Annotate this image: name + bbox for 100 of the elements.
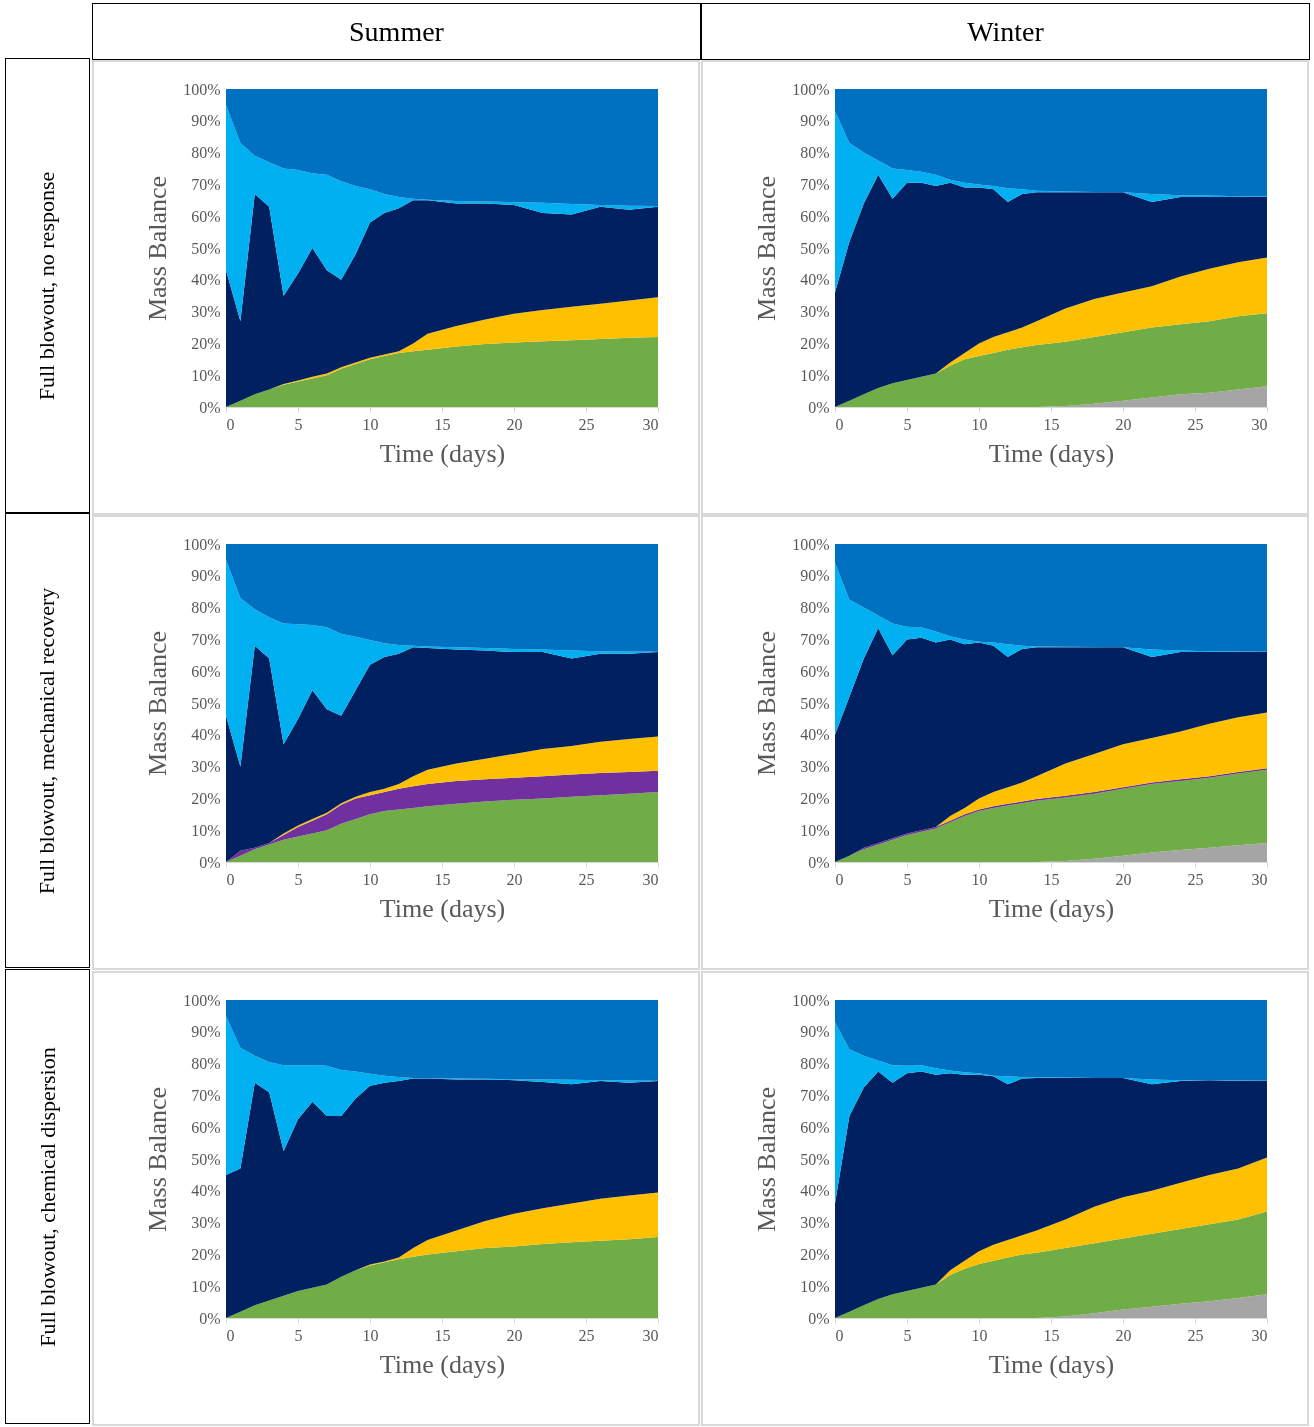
y-tick-label: 50% <box>800 1150 830 1168</box>
y-tick-label: 70% <box>191 175 221 193</box>
x-tick-label: 20 <box>1115 870 1132 888</box>
x-tick-label: 25 <box>1187 415 1204 433</box>
y-tick-label: 80% <box>191 144 221 162</box>
x-tick-label: 5 <box>903 870 912 888</box>
x-axis-title: Time (days) <box>379 893 506 923</box>
y-tick-label: 40% <box>800 726 830 744</box>
x-tick-label: 30 <box>1251 870 1268 888</box>
y-tick-label: 100% <box>183 80 221 98</box>
chart-title: Summer <box>92 3 701 60</box>
x-tick-label: 15 <box>1043 415 1060 433</box>
y-tick-label: 30% <box>800 758 830 776</box>
y-tick-label: 40% <box>800 1182 830 1200</box>
x-tick-label: 10 <box>362 870 379 888</box>
y-tick-label: 30% <box>191 758 221 776</box>
y-axis-title: Mass Balance <box>752 1086 782 1233</box>
y-tick-label: 70% <box>191 1086 221 1104</box>
y-tick-label: 90% <box>800 567 830 585</box>
x-tick-label: 20 <box>506 415 523 433</box>
x-tick-label: 0 <box>226 870 235 888</box>
y-tick-label: 10% <box>800 366 830 384</box>
y-tick-label: 50% <box>191 1150 221 1168</box>
y-tick-label: 90% <box>191 567 221 585</box>
y-tick-label: 70% <box>800 1086 830 1104</box>
y-tick-label: 90% <box>800 112 830 130</box>
y-tick-label: 100% <box>792 991 830 1009</box>
x-axis-title: Time (days) <box>379 1349 506 1379</box>
x-axis-title: Time (days) <box>988 438 1115 468</box>
y-tick-label: 90% <box>800 1023 830 1041</box>
x-tick-label: 15 <box>434 870 451 888</box>
y-tick-label: 0% <box>808 853 830 871</box>
x-tick-label: 10 <box>362 415 379 433</box>
chart-title: Winter <box>701 3 1310 60</box>
y-tick-label: 40% <box>191 726 221 744</box>
y-tick-label: 100% <box>792 80 830 98</box>
y-axis-title: Mass Balance <box>752 630 782 777</box>
y-tick-label: 100% <box>183 991 221 1009</box>
x-tick-label: 0 <box>226 415 235 433</box>
y-tick-label: 50% <box>191 694 221 712</box>
x-axis-title: Time (days) <box>988 1349 1115 1379</box>
x-tick-label: 5 <box>294 1326 303 1344</box>
y-tick-label: 0% <box>808 398 830 416</box>
x-tick-label: 25 <box>578 1326 595 1344</box>
x-tick-label: 20 <box>506 870 523 888</box>
x-tick-label: 30 <box>1251 415 1268 433</box>
y-tick-label: 80% <box>191 599 221 617</box>
text: Full blowout, no response <box>34 171 61 400</box>
y-tick-label: 30% <box>191 1214 221 1232</box>
y-tick-label: 10% <box>191 366 221 384</box>
y-tick-label: 10% <box>800 821 830 839</box>
y-tick-label: 80% <box>800 599 830 617</box>
x-tick-label: 30 <box>1251 1326 1268 1344</box>
x-tick-label: 5 <box>294 870 303 888</box>
y-tick-label: 0% <box>808 1309 830 1327</box>
y-axis-title: Mass Balance <box>143 630 173 777</box>
x-tick-label: 0 <box>835 415 844 433</box>
y-axis-title: Mass Balance <box>143 1086 173 1233</box>
x-tick-label: 10 <box>362 1326 379 1344</box>
y-tick-label: 0% <box>199 853 221 871</box>
y-tick-label: 80% <box>191 1055 221 1073</box>
y-tick-label: 60% <box>191 662 221 680</box>
x-tick-label: 25 <box>1187 1326 1204 1344</box>
x-tick-label: 0 <box>835 1326 844 1344</box>
y-tick-label: 70% <box>800 630 830 648</box>
y-tick-label: 30% <box>800 303 830 321</box>
y-tick-label: 30% <box>800 1214 830 1232</box>
x-tick-label: 15 <box>434 415 451 433</box>
y-tick-label: 40% <box>800 271 830 289</box>
y-tick-label: 100% <box>792 535 830 553</box>
x-tick-label: 10 <box>971 870 988 888</box>
y-tick-label: 20% <box>800 789 830 807</box>
text: Full blowout, mechanical recovery <box>34 587 61 894</box>
y-tick-label: 70% <box>800 175 830 193</box>
text: Full blowout, chemical dispersion <box>34 1046 61 1347</box>
x-tick-label: 10 <box>971 415 988 433</box>
y-tick-label: 60% <box>800 1118 830 1136</box>
y-tick-label: 20% <box>191 334 221 352</box>
x-axis-title: Time (days) <box>379 438 506 468</box>
x-tick-label: 0 <box>835 870 844 888</box>
y-tick-label: 50% <box>800 239 830 257</box>
y-tick-label: 10% <box>191 821 221 839</box>
y-tick-label: 20% <box>800 334 830 352</box>
x-tick-label: 30 <box>642 870 659 888</box>
y-tick-label: 20% <box>191 1245 221 1263</box>
x-tick-label: 15 <box>434 1326 451 1344</box>
x-tick-label: 5 <box>903 415 912 433</box>
x-tick-label: 20 <box>506 1326 523 1344</box>
x-tick-label: 10 <box>971 1326 988 1344</box>
y-tick-label: 60% <box>800 662 830 680</box>
y-tick-label: 80% <box>800 1055 830 1073</box>
y-tick-label: 60% <box>191 207 221 225</box>
x-tick-label: 30 <box>642 415 659 433</box>
x-tick-label: 20 <box>1115 1326 1132 1344</box>
y-axis-title: Mass Balance <box>143 175 173 322</box>
y-tick-label: 10% <box>800 1277 830 1295</box>
y-tick-label: 70% <box>191 630 221 648</box>
y-tick-label: 40% <box>191 271 221 289</box>
x-tick-label: 15 <box>1043 1326 1060 1344</box>
y-tick-label: 20% <box>800 1245 830 1263</box>
